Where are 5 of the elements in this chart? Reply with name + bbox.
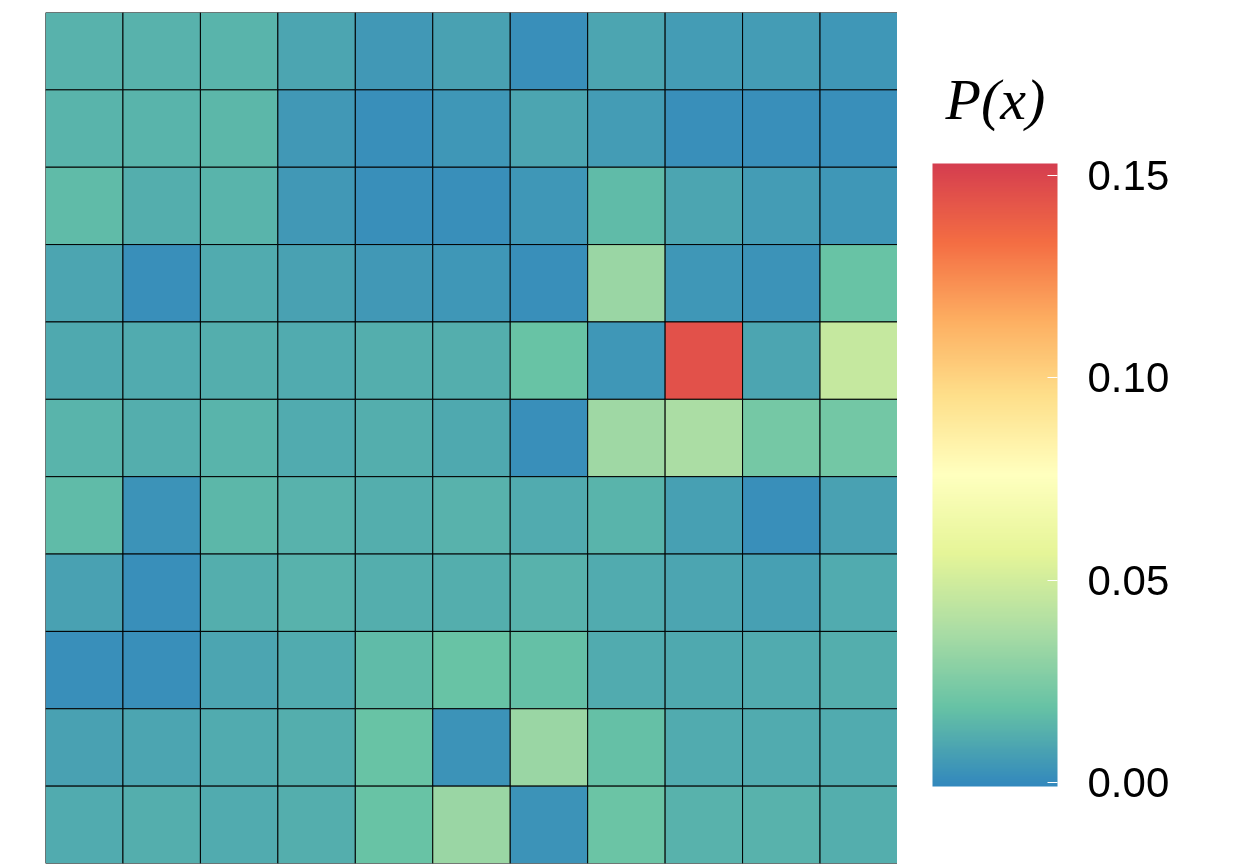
color-bar-label: 0.00 [1087, 758, 1170, 806]
color-bar-title: P(x) [944, 67, 1046, 133]
color-bar-label: 0.15 [1087, 152, 1170, 200]
color-bar-label: 0.10 [1087, 354, 1170, 402]
color-bar-label: 0.05 [1087, 556, 1170, 604]
